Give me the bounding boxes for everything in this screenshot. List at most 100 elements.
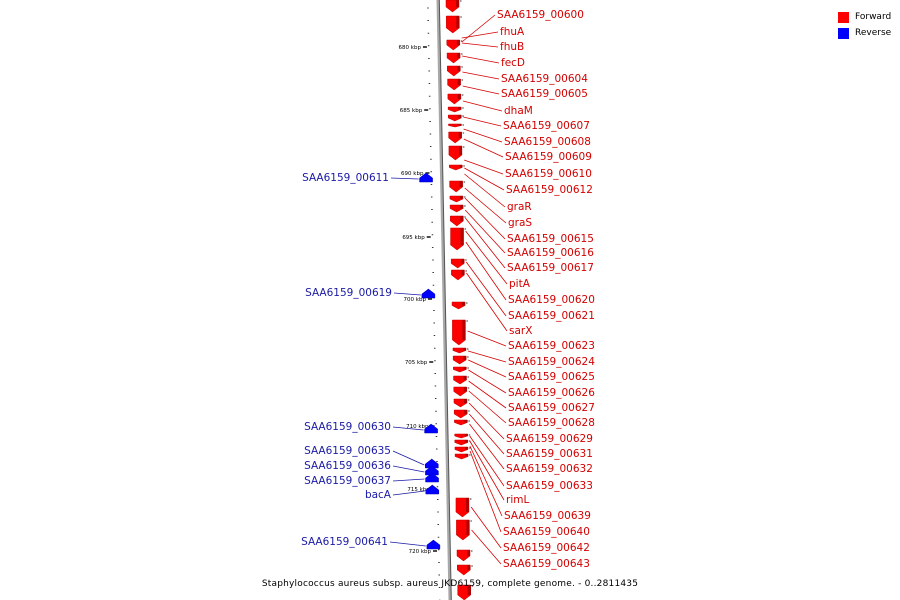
legend: Forward Reverse xyxy=(838,9,891,41)
reverse-gene-label[interactable]: SAA6159_00636 xyxy=(304,460,391,472)
reverse-gene-connector xyxy=(392,478,425,482)
reverse-gene-label[interactable]: SAA6159_00637 xyxy=(304,475,391,487)
forward-gene-label[interactable]: SAA6159_00612 xyxy=(506,184,593,196)
forward-gene-shade xyxy=(464,447,468,450)
forward-gene-shade xyxy=(457,94,461,99)
genome-caption: Staphylococcus aureus subsp. aureus JKD6… xyxy=(261,579,639,589)
forward-gene-label[interactable]: SAA6159_00643 xyxy=(503,558,590,570)
forward-gene-label[interactable]: SAA6159_00621 xyxy=(508,310,595,322)
forward-gene-connector xyxy=(464,209,506,254)
reverse-gene-arrow[interactable] xyxy=(425,484,440,495)
ruler-tick-label: 695 kbp xyxy=(402,235,425,241)
forward-gene-label[interactable]: SAA6159_00623 xyxy=(508,340,595,352)
forward-gene-label[interactable]: SAA6159_00610 xyxy=(505,168,592,180)
forward-gene-shade xyxy=(464,434,468,436)
forward-gene-label[interactable]: SAA6159_00627 xyxy=(508,402,595,414)
legend-item-forward[interactable]: Forward xyxy=(838,9,891,25)
forward-gene-connector xyxy=(462,55,500,64)
forward-gene-label[interactable]: SAA6159_00624 xyxy=(508,356,595,368)
forward-gene-connector xyxy=(464,167,505,191)
forward-gene-shade xyxy=(460,205,464,209)
forward-gene-label[interactable]: SAA6159_00608 xyxy=(504,136,591,148)
legend-label-reverse: Reverse xyxy=(855,28,892,38)
forward-gene-connector xyxy=(462,85,500,95)
forward-gene-shade xyxy=(458,115,462,118)
forward-gene-label[interactable]: fecD xyxy=(501,57,525,69)
backbone-line-edge xyxy=(438,0,452,600)
ruler-tick-label: 685 kbp xyxy=(400,108,423,114)
forward-gene-label[interactable]: SAA6159_00615 xyxy=(507,233,594,245)
forward-gene-label[interactable]: SAA6159_00604 xyxy=(501,73,588,85)
reverse-gene-arrow[interactable] xyxy=(421,288,436,299)
forward-gene-shade xyxy=(464,410,468,414)
forward-gene-shade xyxy=(462,302,466,306)
forward-gene-label[interactable]: SAA6159_00609 xyxy=(505,151,592,163)
reverse-gene-arrow[interactable] xyxy=(425,458,439,469)
forward-gene-connector xyxy=(464,197,506,240)
forward-gene-connector xyxy=(462,71,500,80)
forward-gene-label[interactable]: SAA6159_00625 xyxy=(508,371,595,383)
reverse-gene-connector xyxy=(392,426,424,431)
reverse-gene-connector xyxy=(392,465,425,473)
reverse-gene-arrow[interactable] xyxy=(424,423,438,434)
forward-gene-label[interactable]: SAA6159_00633 xyxy=(506,480,593,492)
legend-swatch-forward xyxy=(838,11,849,23)
forward-gene-shade xyxy=(457,66,461,71)
forward-gene-label[interactable]: fhuA xyxy=(500,26,525,38)
forward-gene-label[interactable]: SAA6159_00626 xyxy=(508,387,595,399)
forward-gene-connector xyxy=(467,330,507,347)
reverse-gene-arrow[interactable] xyxy=(426,539,441,550)
reverse-genes: SAA6159_00611 SAA6159_00619 SAA6159_00630 S… xyxy=(301,172,441,550)
forward-gene-label[interactable]: SAA6159_00640 xyxy=(503,526,590,538)
forward-gene-label[interactable]: SAA6159_00639 xyxy=(504,510,591,522)
forward-gene-label[interactable]: SAA6159_00620 xyxy=(508,294,595,306)
forward-gene-shade xyxy=(457,79,461,85)
forward-gene-shade xyxy=(462,320,466,340)
forward-gene-label[interactable]: SAA6159_00632 xyxy=(506,463,593,475)
forward-gene-connector xyxy=(463,116,502,127)
reverse-gene-label[interactable]: SAA6159_00630 xyxy=(304,421,391,433)
forward-gene-connector xyxy=(468,402,505,440)
forward-gene-connector xyxy=(468,359,507,378)
forward-gene-label[interactable]: SAA6159_00600 xyxy=(497,9,584,21)
forward-gene-shade xyxy=(459,181,463,187)
forward-gene-connector xyxy=(468,369,507,394)
forward-gene-shade xyxy=(457,53,461,58)
forward-gene-label[interactable]: SAA6159_00631 xyxy=(506,448,593,460)
reverse-gene-label[interactable]: SAA6159_00641 xyxy=(301,536,388,548)
forward-gene-shade xyxy=(460,228,464,245)
ruler-tick-label: 710 kbp xyxy=(406,424,429,430)
forward-gene-label[interactable]: SAA6159_00629 xyxy=(506,433,593,445)
forward-gene-label[interactable]: SAA6159_00616 xyxy=(507,247,594,259)
forward-gene-shade xyxy=(466,520,470,535)
forward-genes: SAA6159_00600 fhuA fhuB fecD SAA6159_00604 SA… xyxy=(461,9,595,570)
reverse-gene-label[interactable]: SAA6159_00635 xyxy=(304,445,391,457)
forward-gene-label[interactable]: sarX xyxy=(509,325,532,337)
forward-gene-shade xyxy=(463,376,467,380)
forward-gene-connector xyxy=(467,350,507,363)
forward-gene-connector xyxy=(461,31,499,39)
forward-gene-label[interactable]: graS xyxy=(508,217,532,229)
reverse-gene-label[interactable]: SAA6159_00619 xyxy=(305,287,392,299)
reverse-gene-arrow[interactable] xyxy=(419,172,433,183)
forward-gene-label[interactable]: pitA xyxy=(509,278,531,290)
forward-gene-label[interactable]: dhaM xyxy=(504,105,533,117)
forward-gene-connector xyxy=(469,450,502,533)
forward-gene-label[interactable]: SAA6159_00617 xyxy=(507,262,594,274)
reverse-gene-arrow[interactable] xyxy=(425,465,439,476)
forward-gene-label[interactable]: SAA6159_00642 xyxy=(503,542,590,554)
reverse-gene-label[interactable]: bacA xyxy=(365,489,392,501)
forward-gene-label[interactable]: graR xyxy=(507,201,532,213)
forward-gene-label[interactable]: SAA6159_00605 xyxy=(501,88,588,100)
reverse-gene-arrow[interactable] xyxy=(425,472,439,483)
forward-gene-label[interactable]: fhuB xyxy=(500,41,524,53)
forward-gene-arrow[interactable] xyxy=(445,0,460,13)
forward-gene-connector xyxy=(464,173,506,208)
forward-gene-shade xyxy=(456,16,460,28)
forward-gene-label[interactable]: SAA6159_00607 xyxy=(503,120,590,132)
legend-item-reverse[interactable]: Reverse xyxy=(838,25,891,41)
forward-gene-label[interactable]: SAA6159_00628 xyxy=(508,417,595,429)
reverse-gene-label[interactable]: SAA6159_00611 xyxy=(302,172,389,184)
forward-gene-label[interactable]: rimL xyxy=(506,494,529,506)
